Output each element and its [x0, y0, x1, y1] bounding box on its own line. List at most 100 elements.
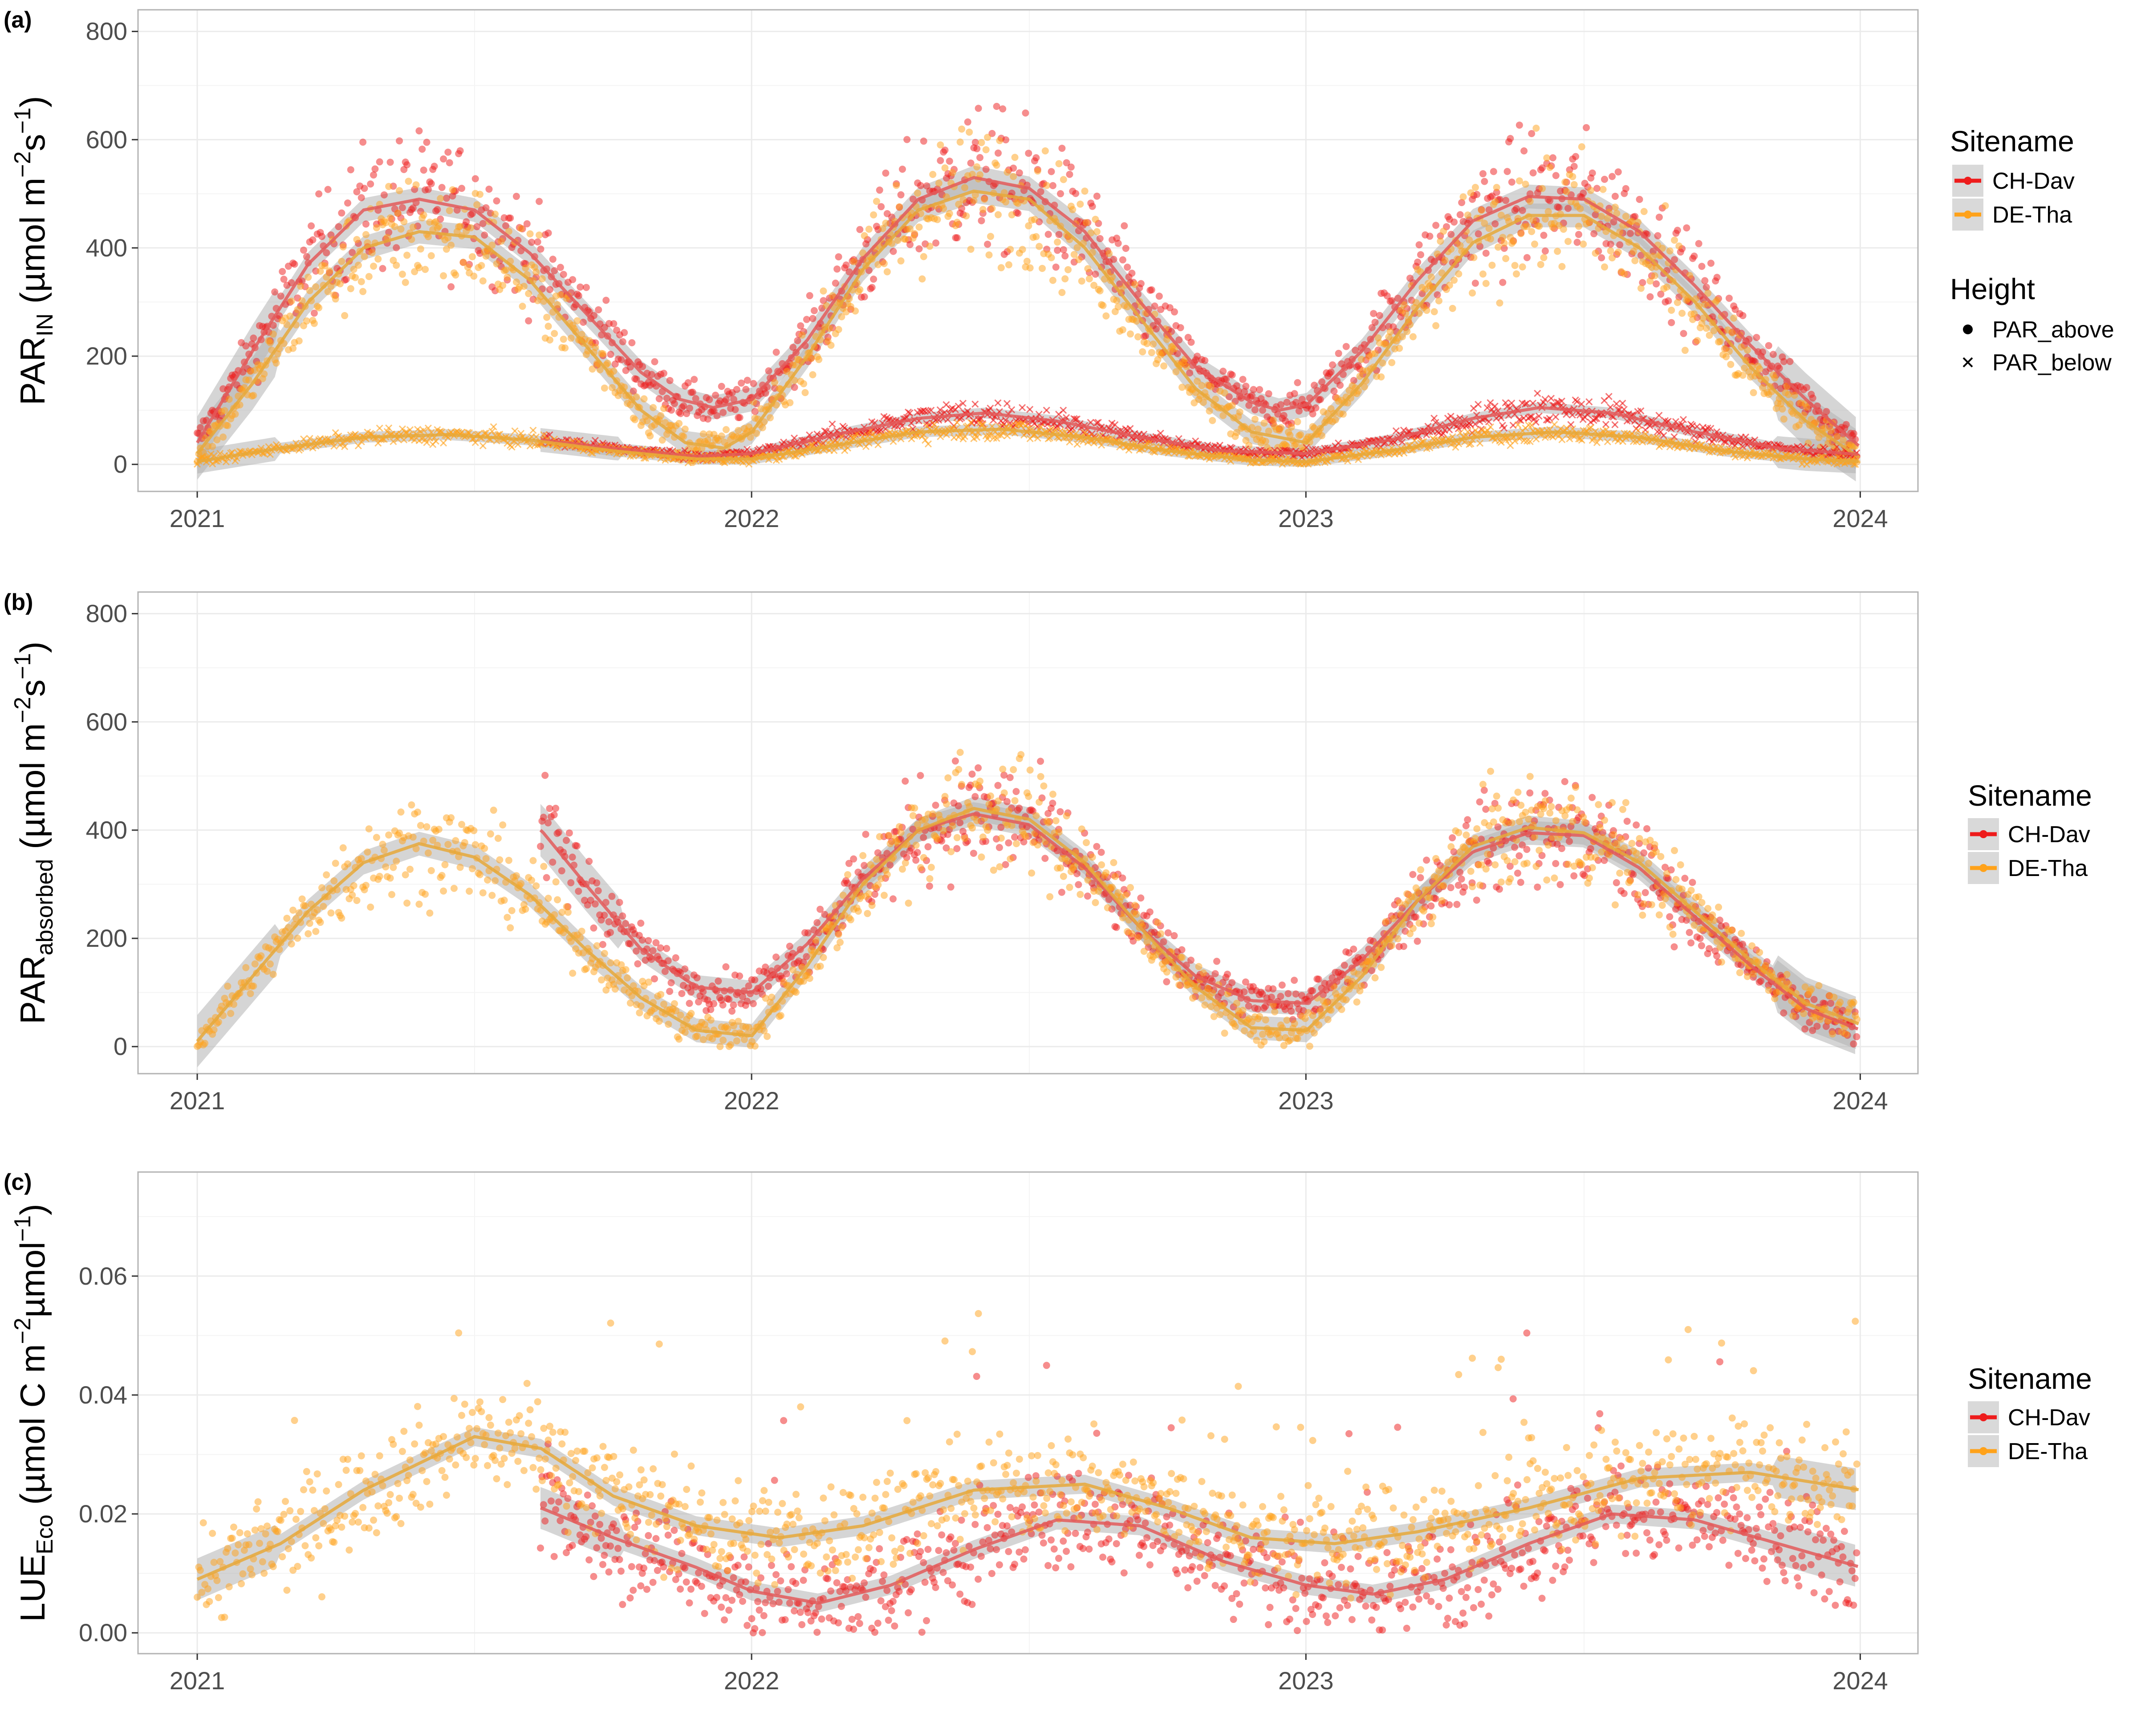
point-de-tha [1105, 250, 1113, 257]
point-ch-dav [762, 963, 769, 971]
point-ch-dav [367, 180, 374, 188]
point-de-tha [800, 380, 808, 388]
point-de-tha [385, 183, 393, 190]
point-de-tha [935, 179, 943, 187]
point-ch-dav [1561, 778, 1568, 785]
point-de-tha [955, 200, 963, 208]
point-ch-dav-below [971, 400, 979, 408]
point-ch-dav [670, 400, 678, 407]
point-de-tha [996, 137, 1003, 144]
point-ch-dav [810, 307, 818, 314]
point-ch-dav [743, 998, 751, 1005]
point-ch-dav [1601, 175, 1609, 183]
point-de-tha [554, 301, 561, 308]
point-de-tha [1158, 349, 1166, 357]
point-ch-dav [762, 389, 769, 397]
point-ch-dav [565, 829, 573, 837]
point-ch-dav [1570, 162, 1578, 170]
point-de-tha [1515, 177, 1523, 185]
point-de-tha [1502, 255, 1510, 262]
point-ch-dav [424, 186, 432, 193]
point-de-tha [829, 292, 836, 300]
point-de-tha [852, 307, 859, 315]
point-de-tha [382, 219, 390, 227]
point-ch-dav [1067, 163, 1075, 171]
point-ch-dav [657, 944, 664, 952]
point-ch-dav [681, 965, 689, 973]
point-ch-dav [832, 280, 839, 287]
point-de-tha [915, 223, 923, 231]
point-ch-dav [1637, 251, 1645, 259]
point-ch-dav [1151, 302, 1158, 310]
point-ch-dav [1283, 398, 1291, 406]
point-ch-dav [323, 249, 330, 256]
point-de-tha [1827, 427, 1835, 434]
point-de-tha [896, 203, 903, 211]
point-de-tha [940, 205, 947, 212]
point-ch-dav [1609, 173, 1616, 180]
point-ch-dav [1449, 834, 1456, 842]
point-ch-dav [1010, 164, 1017, 172]
point-ch-dav [1526, 789, 1534, 797]
point-de-tha [1710, 327, 1718, 334]
point-de-tha [963, 212, 970, 220]
point-de-tha [1604, 215, 1611, 222]
point-ch-dav [1731, 306, 1739, 313]
point-de-tha [759, 424, 766, 431]
point-ch-dav [1114, 239, 1122, 247]
point-ch-dav [1239, 376, 1247, 383]
point-ch-dav-below [1605, 393, 1613, 400]
point-ch-dav [995, 844, 1003, 851]
point-de-tha [364, 239, 371, 247]
point-de-tha [1609, 254, 1616, 262]
point-de-tha [1531, 240, 1539, 248]
point-ch-dav [409, 204, 417, 212]
point-de-tha [873, 198, 880, 205]
point-de-tha [561, 344, 569, 352]
point-ch-dav [291, 260, 298, 268]
point-ch-dav [1696, 935, 1704, 942]
point-de-tha [1025, 222, 1032, 230]
point-de-tha [1172, 368, 1180, 376]
point-ch-dav [951, 757, 959, 765]
point-ch-dav [751, 976, 759, 984]
point-de-tha [1482, 280, 1490, 287]
point-ch-dav [1611, 192, 1619, 200]
point-ch-dav [1456, 211, 1464, 219]
point-ch-dav [1337, 381, 1344, 389]
point-ch-dav [1417, 874, 1424, 881]
point-de-tha [1785, 391, 1792, 398]
point-ch-dav [1556, 881, 1564, 888]
point-de-tha [373, 224, 380, 231]
point-ch-dav [970, 849, 977, 857]
point-de-tha [795, 356, 803, 364]
point-de-tha [1569, 173, 1576, 180]
point-de-tha [959, 196, 967, 203]
point-de-tha [1041, 147, 1049, 154]
point-ch-dav [1552, 172, 1560, 179]
y-tick-label: 600 [86, 126, 127, 154]
point-de-tha [488, 241, 496, 249]
point-de-tha [415, 264, 423, 272]
point-de-tha [1432, 322, 1440, 329]
point-ch-dav [912, 856, 920, 864]
point-de-tha [1078, 277, 1085, 285]
point-ch-dav [546, 805, 553, 812]
point-de-tha [403, 251, 411, 259]
point-ch-dav [1254, 1005, 1262, 1013]
point-de-tha [1756, 365, 1763, 373]
point-de-tha [327, 282, 335, 290]
point-ch-dav [1458, 199, 1466, 207]
point-ch-dav [1541, 790, 1549, 797]
point-ch-dav [1665, 297, 1672, 304]
point-ch-dav [1075, 881, 1082, 888]
point-de-tha [405, 178, 412, 185]
point-de-tha [1592, 249, 1599, 257]
point-de-tha [1723, 353, 1730, 361]
point-de-tha [1671, 236, 1678, 244]
point-ch-dav [1066, 170, 1073, 178]
point-de-tha [1541, 215, 1549, 223]
point-de-tha [1495, 243, 1502, 251]
point-de-tha [1148, 349, 1155, 356]
point-ch-dav [550, 811, 558, 819]
